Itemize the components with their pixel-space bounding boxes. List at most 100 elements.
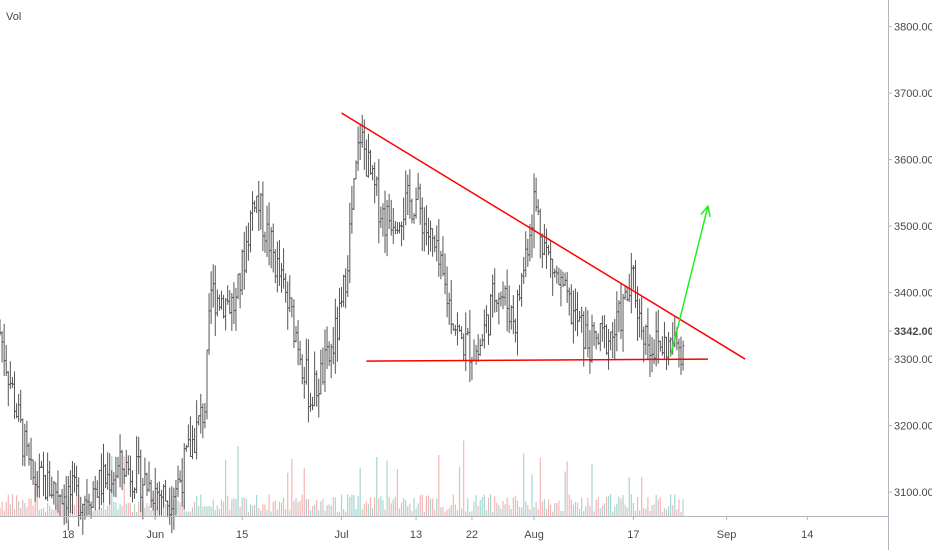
volume-bar	[307, 498, 310, 516]
volume-bar	[202, 506, 204, 516]
price-bar	[141, 477, 145, 520]
volume-bar	[510, 509, 512, 516]
volume-bar	[96, 509, 98, 516]
price-bar	[81, 504, 85, 535]
price-bar	[348, 202, 352, 284]
price-bar	[255, 195, 259, 214]
volume-bar	[191, 507, 194, 516]
price-bar	[195, 400, 199, 460]
price-bar	[377, 158, 381, 244]
volume-bar	[550, 504, 552, 516]
price-bar	[286, 281, 290, 330]
volume-bar	[485, 509, 488, 516]
price-bar	[551, 258, 555, 296]
volume-bar	[521, 507, 523, 516]
y-tick-label: 3700.00	[894, 88, 932, 100]
volume-bar	[233, 498, 235, 516]
volume-bar	[417, 503, 419, 516]
volume-bar	[566, 461, 568, 516]
volume-bar	[394, 496, 396, 516]
price-bar	[93, 475, 97, 511]
price-bar	[408, 169, 412, 219]
price-bar	[267, 202, 271, 266]
volume-bar	[512, 497, 514, 516]
y-tick-label: 3500.00	[894, 221, 932, 233]
volume-bar	[320, 501, 322, 516]
price-bar	[505, 269, 509, 332]
price-bar	[17, 393, 21, 422]
price-bar	[106, 452, 110, 490]
volume-bar	[270, 511, 272, 516]
y-tick-label: 3200.00	[894, 421, 932, 433]
volume-bar	[624, 504, 626, 516]
volume-bar	[382, 500, 384, 516]
volume-bar	[1, 501, 3, 516]
price-bar	[402, 197, 406, 241]
price-bar	[464, 312, 468, 372]
price-bar	[387, 193, 391, 230]
price-bar	[108, 453, 112, 505]
volume-bar	[241, 497, 243, 516]
volume-bar	[150, 509, 152, 516]
volume-bar	[227, 495, 229, 516]
price-bar	[126, 455, 130, 475]
price-bar	[609, 331, 613, 351]
volume-bar	[446, 509, 448, 516]
volume-bar	[390, 503, 392, 516]
arrow-head	[700, 204, 711, 218]
price-bar	[681, 340, 685, 371]
price-bar	[542, 223, 546, 256]
price-bar	[236, 273, 240, 300]
price-bar	[41, 451, 45, 497]
price-bar	[466, 327, 470, 336]
price-bar	[33, 461, 37, 502]
volume-bar	[492, 511, 494, 516]
volume-bar	[185, 511, 187, 516]
price-bar	[224, 298, 228, 331]
price-bar	[4, 344, 8, 376]
volume-bar	[125, 503, 127, 516]
volume-bar	[28, 498, 30, 516]
price-bar	[547, 244, 551, 256]
price-bar	[288, 275, 292, 313]
price-bar	[213, 265, 217, 337]
price-bar	[162, 484, 166, 508]
volume-bar	[330, 505, 332, 516]
volume-bar	[260, 510, 262, 516]
price-bar	[445, 266, 449, 318]
price-bar	[586, 310, 590, 358]
price-bar	[665, 336, 669, 371]
volume-bar	[365, 501, 367, 516]
price-bar	[230, 292, 234, 331]
price-bar	[350, 186, 354, 234]
volume-bar	[436, 498, 438, 516]
price-bar	[433, 235, 437, 253]
price-bar	[128, 455, 132, 497]
price-bar	[275, 241, 279, 293]
price-bar	[143, 457, 147, 486]
volume-bar	[218, 508, 221, 516]
price-bar	[344, 268, 348, 309]
price-bar	[371, 165, 375, 181]
price-bar	[265, 205, 269, 258]
price-bar	[393, 220, 397, 235]
price-bar	[294, 326, 298, 343]
volume-bars	[0, 440, 684, 516]
breakout-arrow	[669, 204, 711, 356]
volume-bar	[251, 505, 254, 516]
price-bar	[2, 323, 6, 376]
volume-bar	[293, 500, 295, 516]
volume-bar	[102, 494, 105, 516]
price-bar	[191, 425, 195, 460]
volume-bar	[316, 500, 318, 516]
price-bar	[240, 249, 244, 296]
price-bar	[607, 328, 611, 370]
price-bar	[228, 290, 232, 315]
volume-bar	[392, 499, 394, 516]
volume-bar	[460, 508, 463, 516]
volume-bar	[583, 511, 585, 516]
x-tick-label: 13	[410, 529, 422, 541]
volume-bar	[649, 511, 651, 516]
price-bar	[404, 170, 408, 226]
price-bar	[356, 126, 360, 171]
